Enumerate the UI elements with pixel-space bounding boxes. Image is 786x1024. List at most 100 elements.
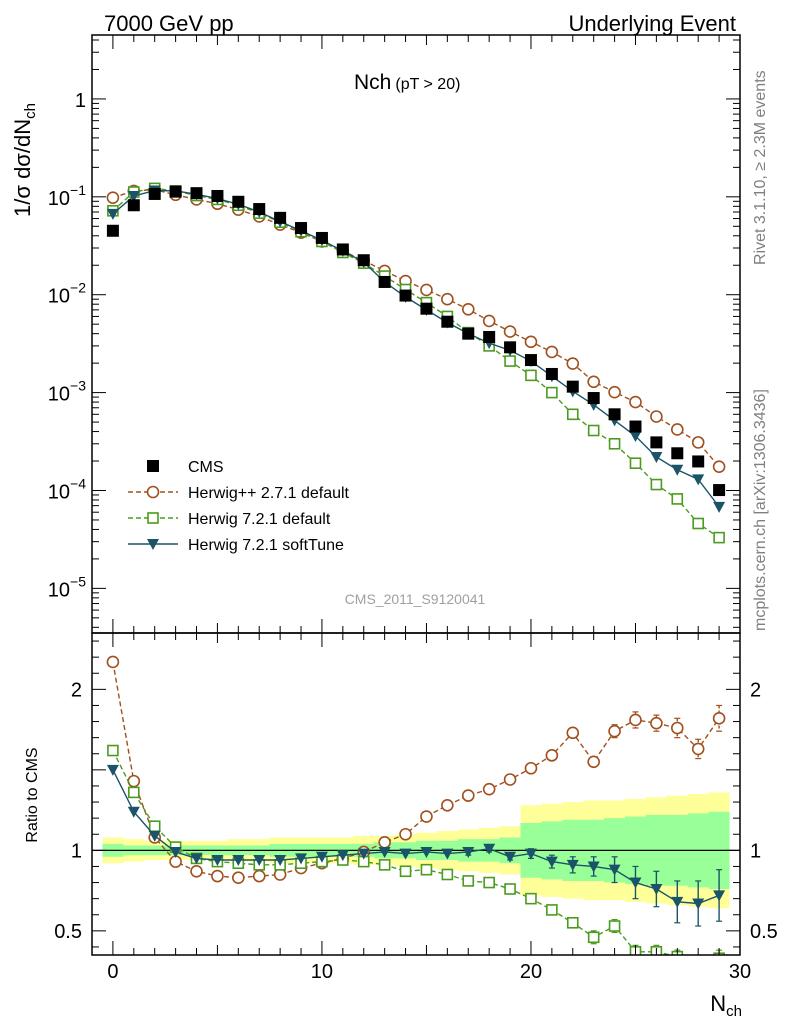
main-point	[546, 386, 558, 399]
ratio-point	[399, 827, 412, 841]
main-y-tick-label: 10−5	[48, 573, 86, 601]
ratio-point	[148, 820, 161, 833]
ratio-point	[461, 789, 475, 802]
ratio-point	[107, 744, 119, 757]
main-point	[169, 185, 182, 198]
main-point	[420, 302, 433, 315]
main-point	[713, 501, 726, 513]
ratio-point	[336, 850, 349, 862]
plot-title-sub: (pT > 20)	[395, 76, 460, 93]
ratio-point	[420, 846, 433, 858]
main-y-tick-label-exponent: −1	[70, 182, 86, 198]
main-point	[106, 208, 119, 220]
ratio-point	[295, 853, 308, 865]
plot-title: Nch (pT > 20)	[354, 71, 460, 94]
ratio-point	[693, 969, 703, 979]
main-point	[441, 315, 454, 328]
ratio-point	[587, 931, 600, 944]
ratio-point	[482, 782, 496, 796]
main-point	[106, 224, 119, 237]
main-line-1	[112, 189, 720, 468]
main-point	[545, 367, 558, 380]
ratio-point	[504, 883, 516, 895]
main-point	[524, 335, 538, 349]
ratio-series	[106, 655, 726, 979]
ratio-point	[399, 865, 412, 878]
ratio-point	[691, 742, 705, 756]
ratio-point	[253, 855, 266, 867]
ratio-point	[483, 843, 496, 855]
main-y-axis-label: 1/σ dσ/dNch	[10, 103, 39, 217]
ratio-point	[504, 851, 517, 863]
ratio-y-tick-label-left: 0.5	[54, 921, 82, 943]
ratio-series-group	[106, 655, 726, 979]
legend-marker	[146, 485, 160, 499]
main-y-tick-label: 1	[75, 90, 86, 112]
main-y-tick-label: 10−4	[48, 475, 86, 503]
main-y-tick-label-exponent: −3	[70, 378, 86, 394]
ratio-point	[148, 830, 161, 842]
ratio-y-tick-label-right: 2	[750, 679, 761, 701]
ratio-point	[399, 848, 412, 860]
plot-title-main: Nch	[354, 71, 391, 94]
main-point	[629, 395, 642, 409]
main-point	[650, 478, 663, 491]
main-y-tick-label-exponent: −2	[70, 280, 86, 296]
legend-label: Herwig++ 2.7.1 default	[188, 485, 350, 502]
x-axis-label-subscript: ch	[726, 1003, 742, 1020]
ratio-point	[190, 864, 203, 878]
ratio-line-1	[112, 750, 674, 955]
main-point	[608, 408, 621, 421]
ratio-point	[566, 859, 579, 871]
main-point	[461, 302, 475, 316]
legend-marker	[147, 512, 159, 524]
ratio-point	[420, 810, 433, 823]
main-point	[378, 275, 391, 288]
main-point	[629, 457, 642, 469]
main-point	[629, 431, 642, 443]
main-point	[190, 187, 203, 200]
x-tick-label: 10	[311, 961, 333, 983]
main-y-tick-label-base: 1	[75, 90, 86, 112]
main-point	[650, 436, 663, 449]
legend-marker	[147, 460, 159, 472]
ratio-y-tick-label-left: 2	[71, 679, 82, 701]
main-point	[692, 517, 704, 530]
main-y-tick-label-base: 10	[48, 384, 70, 406]
x-axis-label-text: N	[710, 991, 726, 1016]
main-y-tick-label: 10−1	[48, 182, 86, 210]
ratio-point	[274, 855, 287, 867]
main-point	[671, 447, 684, 460]
ratio-point	[524, 761, 538, 775]
main-point	[106, 191, 120, 204]
main-point	[713, 484, 726, 497]
ratio-point	[524, 848, 537, 860]
main-y-tick-label-exponent: −4	[70, 475, 86, 491]
ratio-point	[629, 877, 642, 889]
ratio-point	[127, 774, 141, 788]
ratio-y-tick-label-right: 0.5	[750, 921, 778, 943]
main-point	[399, 289, 412, 302]
ratio-line-2	[112, 769, 720, 905]
ratio-point	[629, 713, 642, 727]
ratio-y-axis-label: Ratio to CMS	[24, 747, 41, 842]
ratio-point	[670, 721, 684, 735]
main-y-tick-label: 10−3	[48, 378, 86, 406]
side-label-rivet: Rivet 3.1.10, ≥ 2.3M events	[752, 70, 769, 265]
ratio-point	[462, 846, 475, 858]
ratio-point	[190, 853, 203, 865]
main-point	[650, 410, 663, 423]
ratio-point	[127, 806, 140, 818]
ratio-point	[128, 786, 140, 799]
main-point	[629, 420, 642, 433]
main-point	[483, 330, 496, 343]
ratio-point	[713, 890, 726, 902]
main-y-tick-label-exponent: −5	[70, 573, 86, 589]
main-point	[127, 190, 140, 202]
main-point	[504, 355, 516, 367]
ratio-point	[566, 916, 579, 929]
main-y-tick-label-base: 10	[48, 579, 70, 601]
ratio-point	[650, 716, 663, 730]
main-point	[566, 380, 579, 393]
